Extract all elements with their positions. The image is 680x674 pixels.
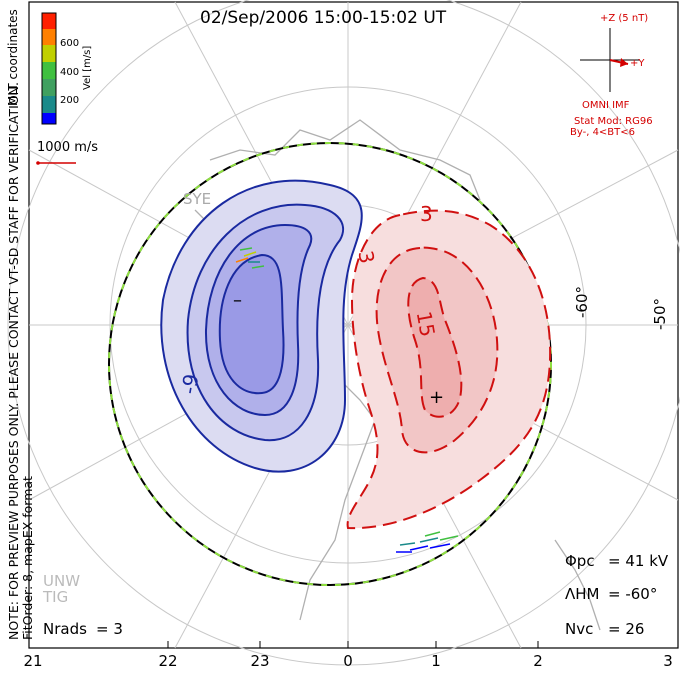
latitude-label-60: -60°: [573, 286, 591, 318]
mlt-tick-21: 21: [23, 652, 43, 670]
latitude-label-50: -50°: [651, 298, 669, 330]
lambda-hm-label: ΛHM: [565, 585, 600, 603]
colorbar: [41, 12, 57, 125]
colorbar-tick-600: 600: [60, 38, 80, 49]
reference-vector-dot: [36, 161, 40, 165]
hm-boundary-dash: [108, 142, 552, 586]
mlt-tick-23: 23: [250, 652, 270, 670]
phi-pc-label: Φpc: [565, 552, 595, 570]
colorbar-tick-200: 200: [60, 95, 80, 106]
station-unw: UNW: [43, 572, 81, 590]
coordinate-label: MLT coordinates: [6, 9, 20, 106]
negative-potential-cell: [160, 179, 363, 473]
velocity-vectors: [235, 247, 459, 553]
colorbar-tick-400: 400: [60, 67, 80, 78]
n-rads-value: = 3: [96, 620, 123, 638]
mlt-tick-3: 3: [663, 652, 673, 670]
mlt-tick-marks: [28, 641, 539, 648]
imf-source: OMNI IMF: [582, 100, 630, 111]
station-sye: SYE: [183, 190, 212, 208]
map-title: 02/Sep/2006 15:00-15:02 UT: [200, 8, 447, 28]
n-rads-label: Nrads: [43, 620, 87, 638]
contour-label-positive-1: 3: [420, 202, 433, 226]
imf-model: Stat Mod: RG96: [574, 116, 653, 127]
mlt-tick-0: 0: [343, 652, 353, 670]
station-tig: TIG: [43, 588, 69, 606]
n-vc-value: = 26: [608, 620, 645, 638]
n-vc-label: Nvc: [565, 620, 594, 638]
imf-y-label: +Y: [630, 58, 645, 69]
contour-label-positive-3: 15: [411, 309, 440, 339]
colorbar-label: Vel [m/s]: [82, 45, 93, 90]
fit-order-note: FitOrder: 8, mapEX format: [20, 476, 35, 640]
imf-z-label: +Z (5 nT): [600, 13, 649, 24]
potential-max-marker: +: [429, 387, 445, 408]
phi-pc-value: = 41 kV: [608, 552, 669, 570]
preview-note: NOTE: FOR PREVIEW PURPOSES ONLY. PLEASE …: [6, 82, 21, 640]
reference-vector-label: 1000 m/s: [37, 140, 99, 155]
imf-vector-head: [620, 58, 628, 67]
contour-label-negative: -9: [176, 372, 204, 396]
positive-potential-cell: [346, 209, 552, 530]
potential-min-marker: –: [233, 290, 242, 311]
mlt-tick-1: 1: [431, 652, 441, 670]
lambda-hm-value: = -60°: [608, 585, 658, 603]
mlt-tick-2: 2: [533, 652, 543, 670]
imf-condition: By-, 4<BT<6: [570, 127, 636, 138]
mlt-tick-22: 22: [158, 652, 178, 670]
